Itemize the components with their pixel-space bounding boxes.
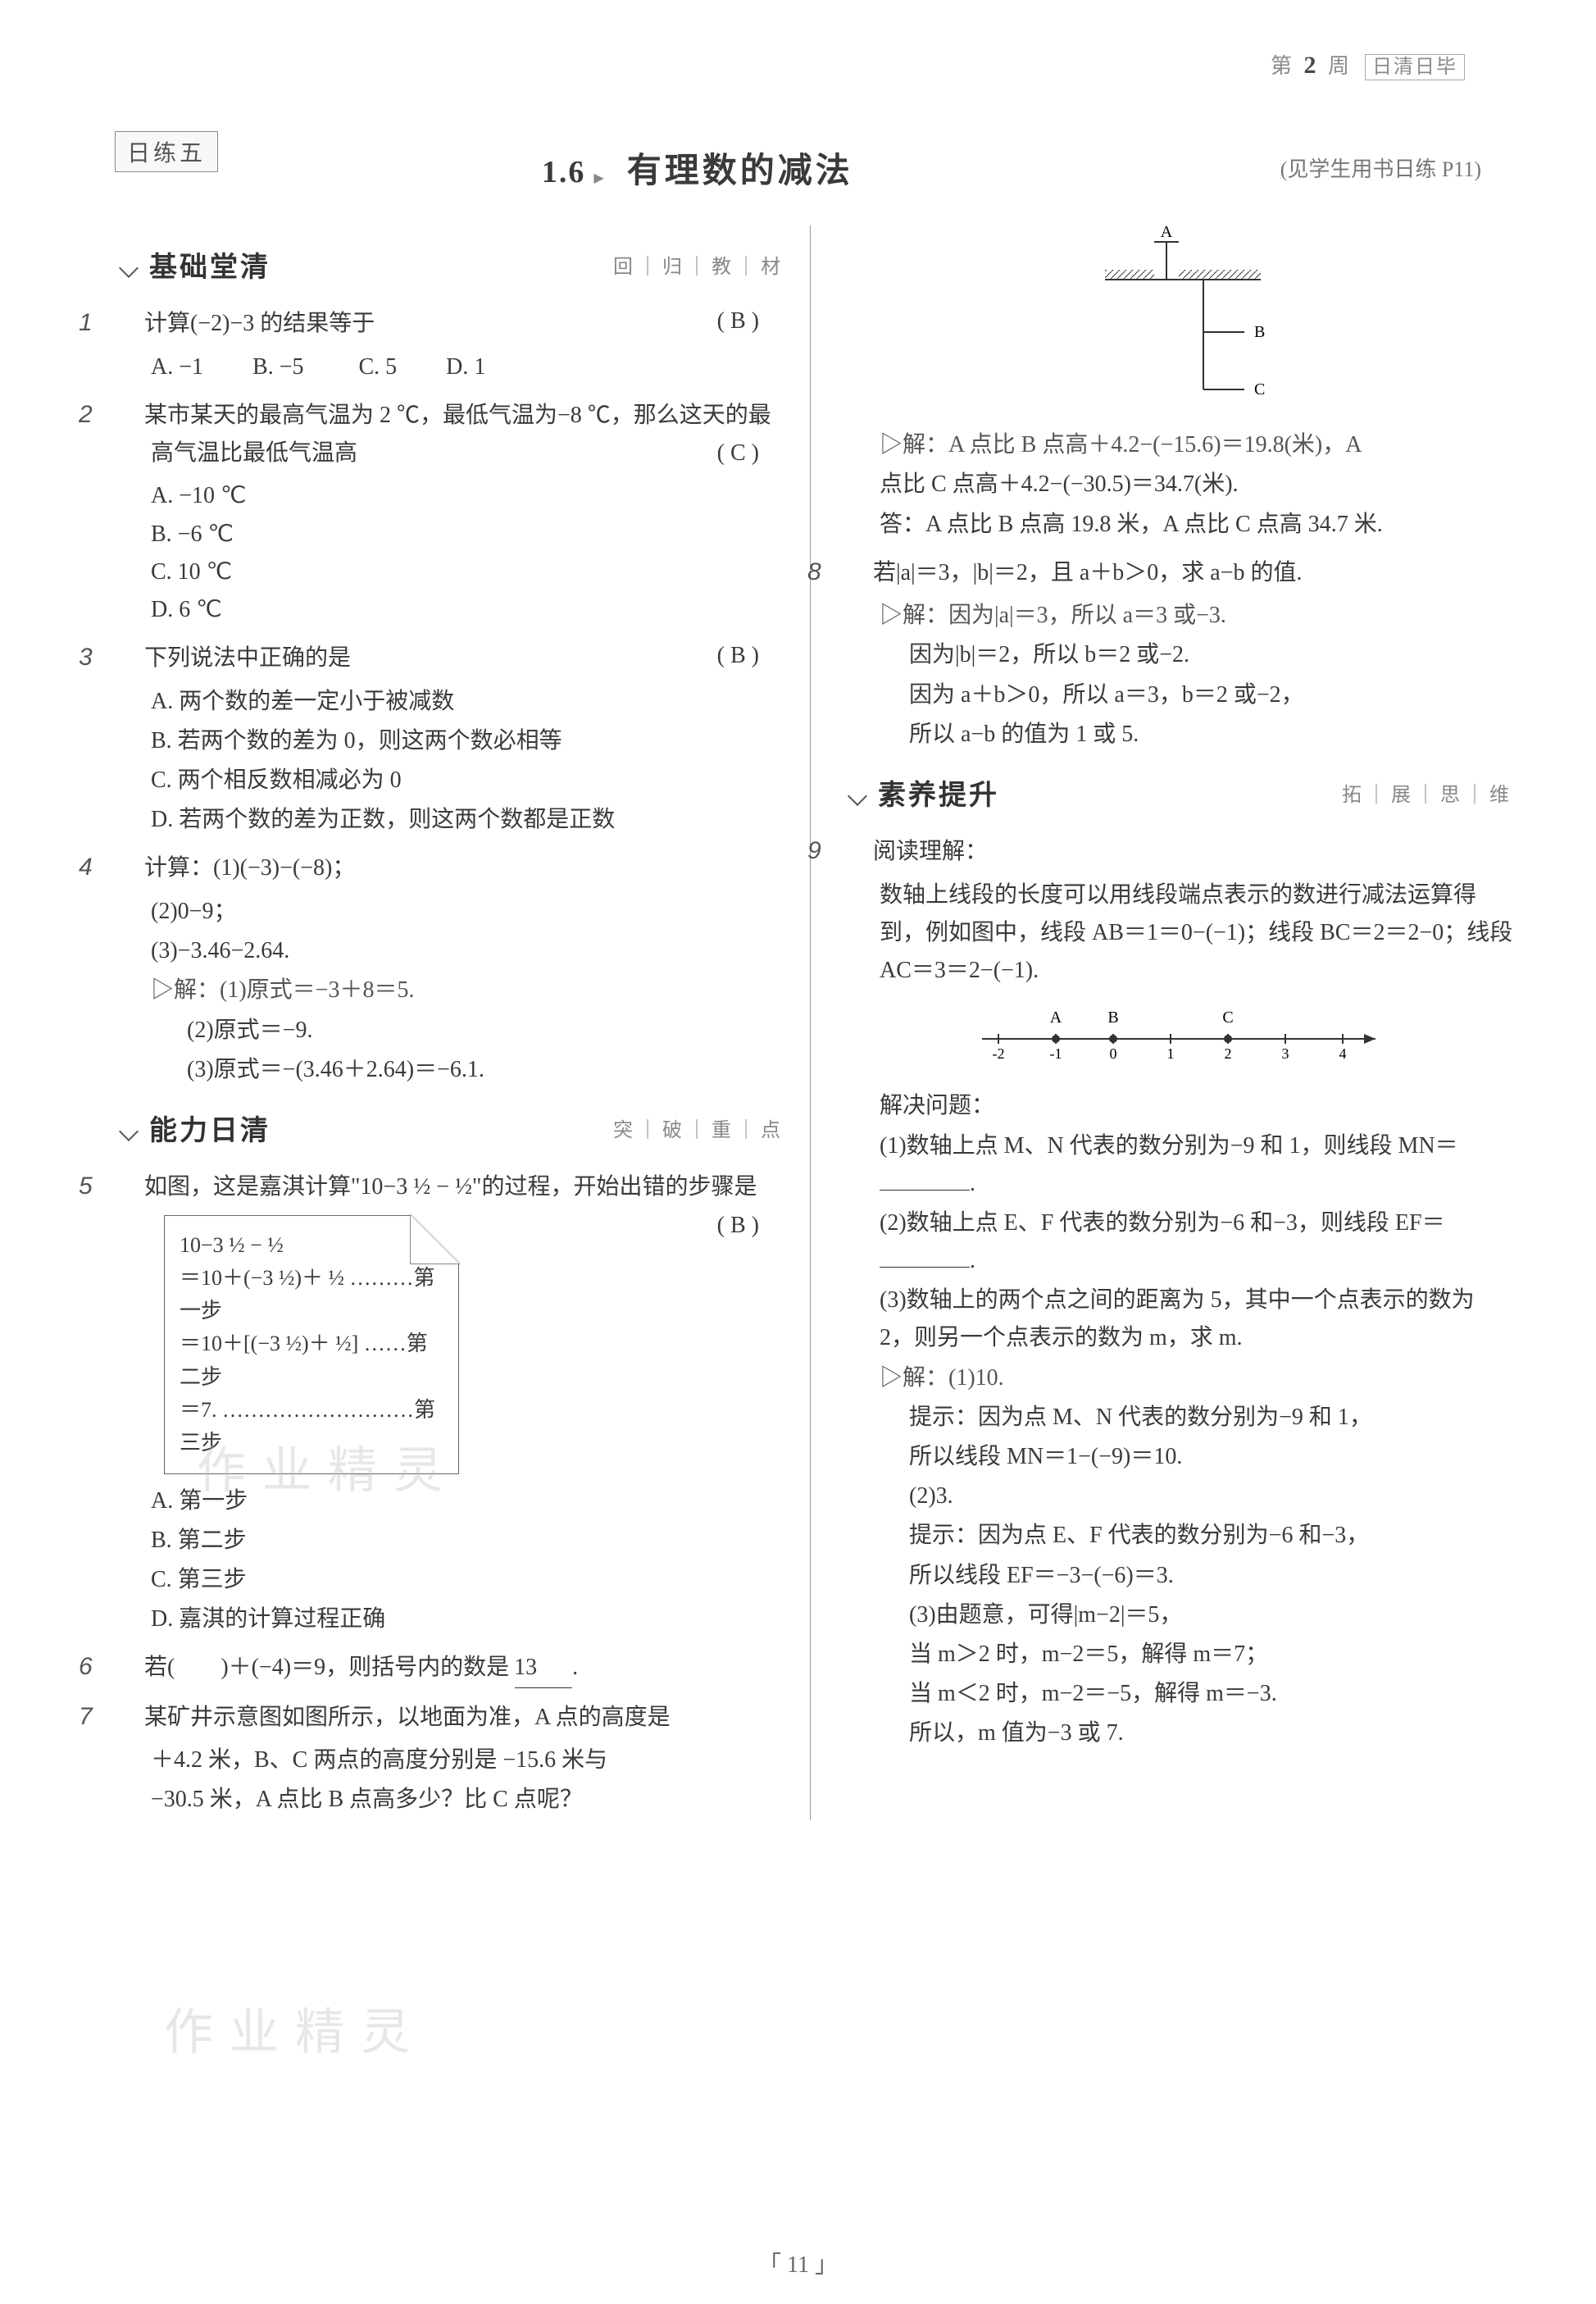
svg-text:B: B [1254,323,1265,341]
q1-answer: ( B ) [753,303,761,340]
svg-text:-1: -1 [1050,1045,1062,1062]
head-ability: 能力日清突｜破｜重｜点 [115,1109,785,1154]
svg-text:C: C [1222,1009,1233,1027]
svg-text:B: B [1107,1009,1118,1027]
left-column: 基础堂清回｜归｜教｜材 1计算(−2)−3 的结果等于 ( B ) A. −1B… [115,225,811,1820]
page-header: 第 2 周 日清日毕 [1271,49,1465,80]
question-8: 8若|a|＝3，|b|＝2，且 a＋b＞0，求 a−b 的值. [843,552,1514,593]
page-number: 11 [758,2247,838,2279]
q8-solution: ▷解：因为|a|＝3，所以 a＝3 或−3. [843,597,1514,635]
q2-options: A. −10 ℃B. −6 ℃ C. 10 ℃D. 6 ℃ [115,477,785,629]
q3-answer: ( B ) [753,637,761,675]
question-6: 6若( )＋(−4)＝9，则括号内的数是 13. [115,1646,785,1687]
q7-solution: ▷解：A 点比 B 点高＋4.2−(−15.6)＝19.8(米)，A [843,426,1514,464]
q9-solution: ▷解：(1)10. [843,1359,1514,1397]
svg-text:3: 3 [1282,1045,1289,1062]
question-7: 7某矿井示意图如图所示，以地面为准，A 点的高度是 [115,1696,785,1737]
svg-text:2: 2 [1225,1045,1232,1062]
svg-text:-2: -2 [993,1045,1005,1062]
svg-text:0: 0 [1110,1045,1117,1062]
diagram-abc: A B C [843,225,1514,418]
question-2: 2某市某天的最高气温为 2 ℃，最低气温为−8 ℃，那么这天的最高气温比最低气温… [115,394,785,473]
question-4: 4计算：(1)(−3)−(−8)； [115,847,785,888]
number-line: -2 -1 0 1 2 3 4 A B C [843,998,1514,1076]
svg-text:1: 1 [1167,1045,1175,1062]
question-9: 9阅读理解： [843,831,1514,872]
q5-answer: ( B ) [753,1207,761,1245]
head-literacy: 素养提升拓｜展｜思｜维 [843,773,1514,819]
svg-text:4: 4 [1339,1045,1347,1062]
question-1: 1计算(−2)−3 的结果等于 ( B ) [115,303,785,344]
svg-text:A: A [1050,1009,1062,1027]
q2-answer: ( C ) [753,435,761,472]
head-basics: 基础堂清回｜归｜教｜材 [115,245,785,291]
question-5: 5如图，这是嘉淇计算"10−3 ½ − ½"的过程，开始出错的步骤是 ( B ) [115,1166,785,1207]
svg-text:C: C [1254,380,1265,398]
day-tag: 日练五 [115,131,218,172]
right-column: A B C ▷解：A 点比 B 点高＋4.2−(−15.6)＝19.8(米)，A… [827,225,1514,1820]
watermark: 作业精灵 [164,1992,426,2064]
svg-text:A: A [1161,225,1173,241]
q6-answer: 13 [515,1649,572,1687]
section-title: 1.6 ▶ 有理数的减法 (见学生用书日练 P11) [115,143,1514,193]
q4-solution: ▷解：(1)原式＝−3＋8＝5. [115,972,785,1009]
question-3: 3下列说法中正确的是 ( B ) [115,637,785,678]
calc-box: 10−3 ½ − ½ ＝10＋(−3 ½)＋ ½ ………第一步 ＝10＋[(−3… [164,1215,459,1474]
q1-options: A. −1B. −5 C. 5D. 1 [115,348,785,386]
